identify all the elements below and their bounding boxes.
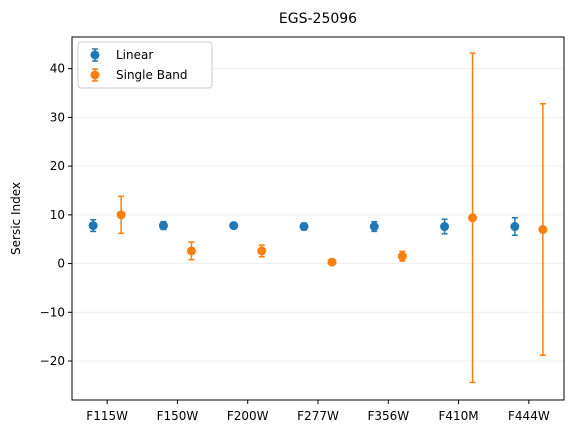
x-tick-label: F277W (297, 409, 339, 423)
x-tick-label: F115W (86, 409, 128, 423)
x-tick-label: F410M (438, 409, 478, 423)
legend-marker (90, 70, 100, 80)
data-point (116, 210, 126, 220)
x-tick-label: F356W (367, 409, 409, 423)
series-linear (88, 217, 520, 237)
data-point (510, 222, 520, 232)
data-point (186, 246, 196, 256)
series-single-band (116, 52, 548, 384)
data-point (229, 221, 239, 231)
data-point (397, 251, 407, 261)
axis-layer: −20 −10 0 10 20 30 40 F115W F150W F200W F277W F356W… (40, 62, 550, 423)
data-point (538, 224, 548, 234)
legend-label: Linear (116, 48, 153, 62)
legend-label: Single Band (116, 68, 188, 82)
data-point (299, 222, 309, 232)
x-tick-label: F150W (157, 409, 199, 423)
data-point (468, 213, 478, 223)
y-tick-label: −20 (40, 354, 65, 368)
y-axis-label: Sersic Index (9, 182, 23, 255)
grid-layer (72, 68, 564, 362)
y-tick-label: 10 (50, 208, 65, 222)
data-layer (88, 52, 548, 384)
x-tick-label: F444W (508, 409, 550, 423)
y-tick-label: −10 (40, 305, 65, 319)
legend: Linear Single Band (77, 41, 213, 89)
data-point (440, 222, 450, 232)
data-point (369, 222, 379, 232)
y-tick-label: 40 (50, 62, 65, 76)
y-tick-label: 0 (57, 257, 65, 271)
data-point (158, 221, 168, 231)
data-point (257, 246, 267, 256)
chart-title: EGS-25096 (279, 11, 357, 27)
data-point (327, 257, 337, 267)
y-tick-label: 30 (50, 110, 65, 124)
y-tick-label: 20 (50, 159, 65, 173)
legend-marker (90, 50, 100, 60)
x-tick-label: F200W (227, 409, 269, 423)
legend-box (77, 41, 213, 89)
data-point (88, 221, 98, 231)
